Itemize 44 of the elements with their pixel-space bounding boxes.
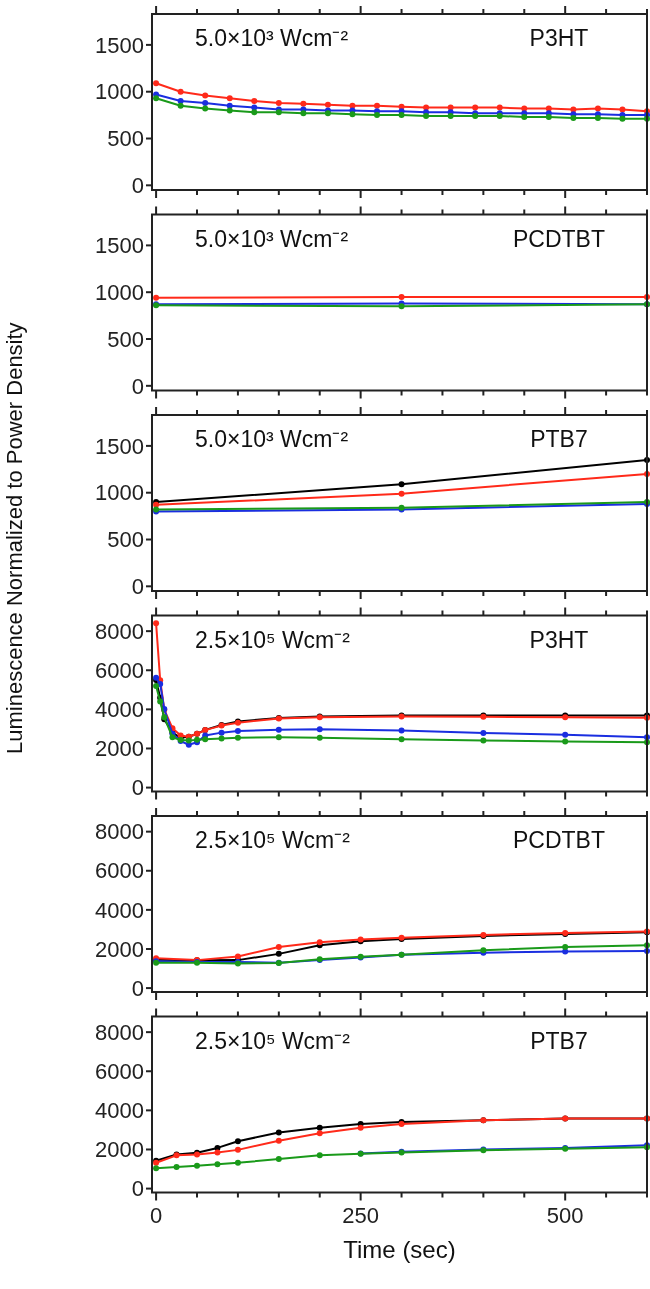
annotation: PTB7	[530, 1027, 588, 1054]
y-tick-label: 4000	[95, 1098, 144, 1124]
y-tick-label: 6000	[95, 1058, 144, 1084]
y-tick-label: 8000	[95, 1019, 144, 1045]
annotation: P3HT	[529, 25, 589, 51]
y-tick-label: 2000	[95, 1137, 144, 1163]
x-tick-label: 500	[546, 1202, 584, 1228]
annotation: P3HT	[529, 626, 589, 653]
annotation: 5.0×10³ Wcm⁻²	[195, 225, 349, 252]
y-tick-label: 1500	[95, 433, 144, 459]
y-tick-label: 8000	[95, 819, 144, 845]
y-tick-label: 4000	[95, 897, 144, 923]
x-tick-label: 0	[149, 1202, 163, 1228]
annotation: PTB7	[530, 426, 588, 452]
y-tick-label: 6000	[95, 858, 144, 884]
y-tick-label: 2000	[95, 936, 144, 962]
y-tick-label: 1500	[95, 233, 144, 259]
annotation: PCDTBT	[513, 827, 605, 853]
y-tick-label: 500	[107, 326, 144, 352]
y-tick-label: 500	[107, 527, 144, 553]
y-tick-label: 0	[131, 1176, 144, 1202]
y-tick-label: 1000	[95, 480, 144, 506]
x-axis-title: Time (sec)	[343, 1235, 456, 1263]
y-tick-label: 0	[131, 975, 144, 1001]
annotation: 2.5×10⁵ Wcm⁻²	[195, 827, 351, 853]
x-tick-label: 250	[342, 1202, 379, 1228]
y-tick-label: 1000	[95, 79, 144, 105]
y-axis-title: Luminescence Normalized to Power Density	[2, 322, 27, 755]
y-tick-label: 6000	[95, 657, 144, 683]
y-tick-label: 500	[107, 126, 144, 152]
y-tick-label: 0	[131, 775, 144, 801]
y-tick-label: 1000	[95, 279, 144, 305]
annotation: PCDTBT	[513, 225, 605, 252]
y-tick-label: 0	[131, 173, 144, 199]
annotation: 2.5×10⁵ Wcm⁻²	[195, 1027, 351, 1054]
annotation: 2.5×10⁵ Wcm⁻²	[195, 626, 351, 653]
annotation: 5.0×10³ Wcm⁻²	[195, 25, 349, 51]
annotation: 5.0×10³ Wcm⁻²	[195, 426, 349, 452]
y-tick-label: 4000	[95, 697, 144, 723]
y-tick-label: 8000	[95, 618, 144, 644]
y-tick-label: 1500	[95, 32, 144, 58]
y-tick-label: 2000	[95, 736, 144, 762]
y-tick-label: 0	[131, 373, 144, 399]
y-tick-label: 0	[131, 574, 144, 600]
